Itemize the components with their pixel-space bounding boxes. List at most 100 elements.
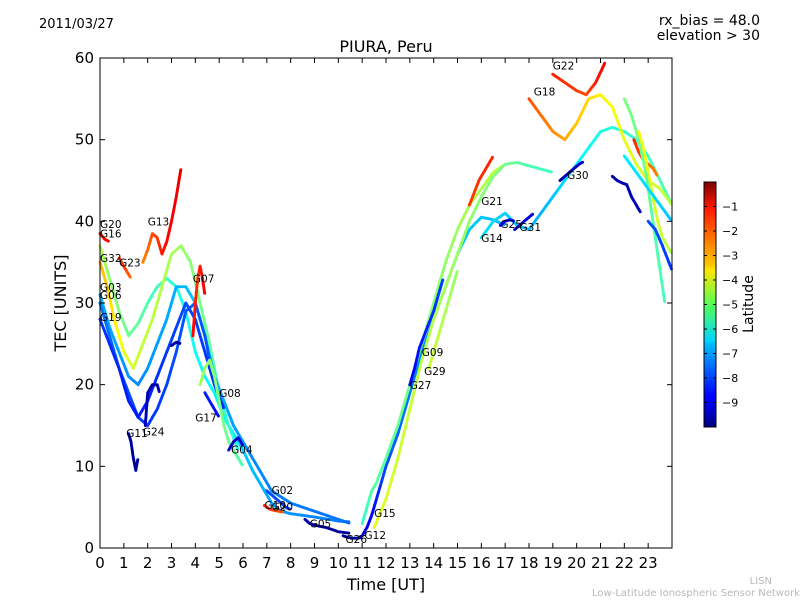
x-tick-label: 17 xyxy=(496,554,515,572)
data-point xyxy=(347,521,351,525)
x-tick-label: 6 xyxy=(238,554,248,572)
data-point xyxy=(512,219,515,223)
data-point xyxy=(221,406,225,410)
satellite-label: G31 xyxy=(520,222,542,234)
satellite-label: G04 xyxy=(231,444,253,456)
axes-layer: 0 1 2 3 4 5 6 7 8 9 10 11 12 13 14 15 16 17 18 19 20 21 22 2301… xyxy=(75,49,673,572)
x-tick-label: 12 xyxy=(376,554,395,572)
data-point xyxy=(203,291,207,295)
data-point xyxy=(549,170,553,174)
colorbar-tick-label: −5 xyxy=(722,299,738,312)
data-point xyxy=(157,390,161,393)
y-axis-label: TEC [UNITS] xyxy=(51,255,70,353)
series-g08 xyxy=(198,358,244,467)
series-g_late_green2 xyxy=(622,154,673,222)
satellite-label: G27 xyxy=(410,380,432,392)
data-point xyxy=(491,155,494,159)
data-point xyxy=(638,210,642,214)
x-tick-label: 4 xyxy=(191,554,201,572)
colorbar-label: Latitude xyxy=(741,275,757,333)
data-point xyxy=(216,414,220,418)
satellite-label: G11 xyxy=(126,428,148,440)
colorbar-tick-label: −4 xyxy=(722,274,738,287)
x-tick-label: 18 xyxy=(519,554,538,572)
x-tick-label: 15 xyxy=(448,554,467,572)
series-g30 xyxy=(558,160,585,182)
satellite-label: G16 xyxy=(100,229,122,241)
satellite-label: G15 xyxy=(374,508,396,520)
satellite-label: G08 xyxy=(219,388,241,400)
data-marks-layer xyxy=(98,61,673,540)
series-g17 xyxy=(203,391,220,418)
y-tick-label: 10 xyxy=(75,457,94,475)
data-point xyxy=(240,443,244,447)
x-tick-label: 7 xyxy=(262,554,272,572)
data-point xyxy=(178,341,182,345)
data-point xyxy=(179,168,183,172)
satellite-label: G03 xyxy=(100,282,122,294)
data-point xyxy=(136,458,140,462)
data-point xyxy=(128,275,132,279)
date-label: 2011/03/27 xyxy=(39,17,114,32)
x-tick-label: 19 xyxy=(543,554,562,572)
colorbar-tick-label: −2 xyxy=(722,225,738,238)
x-tick-label: 9 xyxy=(310,554,320,572)
series-g02 xyxy=(265,489,291,511)
satellite-label: G12 xyxy=(365,530,387,542)
satellite-label: G29 xyxy=(424,366,446,378)
satellite-label: G02 xyxy=(272,485,294,497)
data-point xyxy=(106,239,110,243)
y-tick-label: 20 xyxy=(75,376,94,394)
x-tick-label: 5 xyxy=(214,554,224,572)
colorbar-tick-label: −7 xyxy=(722,348,738,361)
series-g10 xyxy=(263,504,284,514)
footer-network-abbrev: LISN xyxy=(749,576,772,587)
series-g16 xyxy=(98,244,351,524)
y-tick-label: 30 xyxy=(75,294,94,312)
satellite-label: G18 xyxy=(534,87,556,99)
series-g_late_green xyxy=(622,97,667,303)
series-g13 xyxy=(141,168,183,264)
x-tick-label: 1 xyxy=(119,554,129,572)
data-point xyxy=(455,270,459,274)
satellite-label: G17 xyxy=(195,412,217,424)
series-g04 xyxy=(227,436,244,452)
y-tick-label: 0 xyxy=(84,539,94,557)
rx-bias-label: rx_bias = 48.0 xyxy=(658,13,760,29)
colorbar-tick-label: −8 xyxy=(722,372,738,385)
series-g07 xyxy=(191,264,207,338)
x-tick-label: 20 xyxy=(567,554,586,572)
satellite-label: G10 xyxy=(265,500,287,512)
satellite-label: G06 xyxy=(100,290,122,302)
series-g09 xyxy=(408,278,445,387)
satellite-label: G14 xyxy=(481,233,503,245)
satellite-label: G09 xyxy=(422,347,444,359)
x-tick-label: 14 xyxy=(424,554,443,572)
x-tick-label: 8 xyxy=(286,554,296,572)
x-tick-label: 0 xyxy=(95,554,105,572)
colorbar: −1 −2 −3 −4 −5 −6 −7 −8 −9 xyxy=(703,181,738,428)
series-g27 xyxy=(372,161,553,530)
footer-network-name: Low-Latitude Ionospheric Sensor Network xyxy=(592,588,800,599)
series-g_late_blue xyxy=(610,174,642,214)
x-tick-label: 16 xyxy=(472,554,491,572)
data-point xyxy=(441,278,445,282)
y-tick-label: 60 xyxy=(75,49,94,67)
x-axis-label: Time [UT] xyxy=(346,575,425,594)
data-point xyxy=(288,507,291,511)
x-tick-label: 21 xyxy=(591,554,610,572)
x-tick-label: 23 xyxy=(639,554,658,572)
x-tick-label: 2 xyxy=(143,554,153,572)
colorbar-tick-label: −1 xyxy=(722,201,738,214)
satellite-label: G32 xyxy=(100,253,122,265)
series-g21 xyxy=(467,155,494,207)
data-point xyxy=(581,160,585,164)
series-g22 xyxy=(551,61,607,97)
satellite-label: G07 xyxy=(193,274,215,286)
satellite-label: G05 xyxy=(310,519,332,531)
data-point xyxy=(531,212,535,216)
satellite-label: G21 xyxy=(481,196,503,208)
satellite-label: G19 xyxy=(100,312,122,324)
satellite-label: G20 xyxy=(272,501,294,513)
